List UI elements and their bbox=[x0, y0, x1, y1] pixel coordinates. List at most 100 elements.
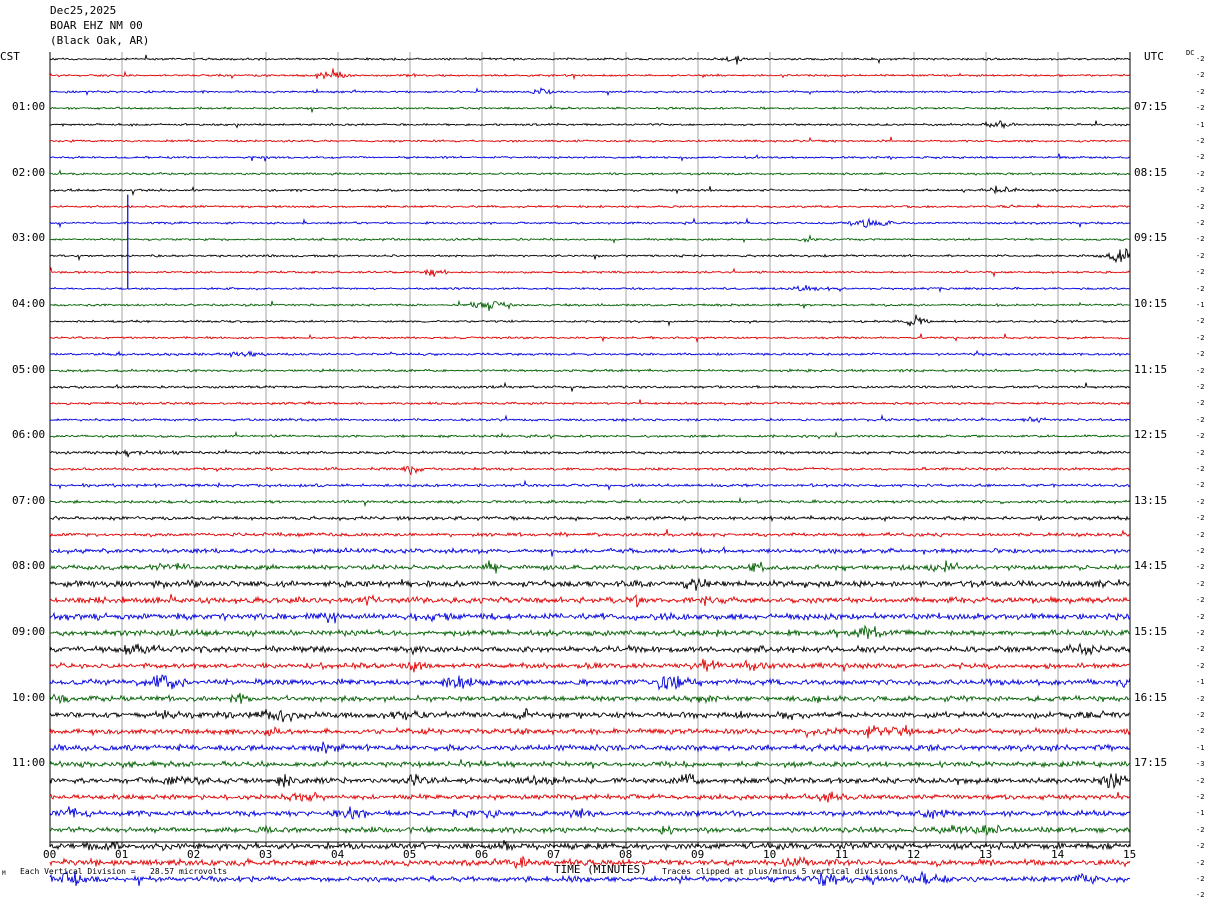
trace-line bbox=[49, 465, 1131, 476]
dc-offset-label: -2 bbox=[1196, 448, 1205, 457]
dc-offset-label: -2 bbox=[1196, 153, 1205, 162]
trace-line bbox=[49, 448, 1131, 458]
dc-offset-label: -2 bbox=[1196, 727, 1205, 736]
dc-offset-label: -2 bbox=[1196, 858, 1205, 867]
dc-offset-label: -2 bbox=[1196, 104, 1205, 113]
trace-line bbox=[49, 546, 1131, 557]
trace-line bbox=[49, 840, 1131, 852]
right-hour-label: 17:15 bbox=[1134, 756, 1168, 770]
trace-line bbox=[49, 430, 1131, 440]
left-hour-label: 11:00 bbox=[12, 756, 46, 770]
dc-offset-label: -2 bbox=[1196, 317, 1205, 326]
clip-note: Traces clipped at plus/minus 5 vertical … bbox=[662, 867, 899, 876]
dc-offset-label: -1 bbox=[1196, 743, 1205, 752]
trace-line bbox=[49, 855, 1131, 870]
trace-line bbox=[49, 169, 1131, 176]
dc-offset-label: -2 bbox=[1196, 842, 1205, 851]
dc-offset-label: -2 bbox=[1196, 366, 1205, 375]
dc-offset-label: -2 bbox=[1196, 514, 1205, 523]
dc-offset-label: -2 bbox=[1196, 629, 1205, 637]
x-tick-label: 00 bbox=[43, 848, 57, 861]
dc-offset-label: -2 bbox=[1196, 251, 1205, 260]
right-hour-label: 13:15 bbox=[1134, 493, 1168, 507]
dc-offset-label: -1 bbox=[1196, 301, 1205, 309]
left-hour-label: 01:00 bbox=[12, 100, 46, 114]
trace-line bbox=[49, 349, 1131, 359]
x-tick-label: 08 bbox=[619, 848, 633, 861]
dc-offset-label: -2 bbox=[1196, 481, 1205, 490]
trace-line bbox=[49, 824, 1131, 837]
trace-line bbox=[49, 593, 1131, 608]
dc-offset-label: -2 bbox=[1196, 497, 1205, 506]
dc-offset-label: -2 bbox=[1196, 645, 1205, 654]
trace-line bbox=[49, 185, 1131, 197]
trace-line bbox=[49, 741, 1131, 754]
trace-line bbox=[49, 479, 1131, 491]
trace-line bbox=[49, 692, 1131, 705]
dc-offset-label: -2 bbox=[1196, 137, 1205, 145]
left-hour-label: 10:00 bbox=[12, 690, 46, 704]
trace-line bbox=[49, 381, 1131, 392]
trace-line bbox=[49, 658, 1131, 673]
dc-offset-label: -3 bbox=[1196, 760, 1205, 769]
trace-line bbox=[49, 560, 1131, 574]
right-hour-label: 07:15 bbox=[1134, 100, 1168, 114]
trace-line bbox=[49, 759, 1131, 770]
x-tick-label: 15 bbox=[1123, 848, 1137, 861]
dc-offset-label: -2 bbox=[1196, 383, 1205, 391]
scale-note: Each Vertical Division = 28.57 microvolt… bbox=[20, 867, 228, 876]
trace-line bbox=[49, 284, 1130, 294]
dc-header: DC bbox=[1186, 49, 1195, 57]
dc-offset-label: -2 bbox=[1196, 186, 1205, 195]
left-hour-label: 02:00 bbox=[12, 165, 46, 179]
dc-offset-label: -2 bbox=[1196, 596, 1205, 605]
left-timezone: CST bbox=[0, 50, 20, 63]
trace-line bbox=[49, 806, 1131, 820]
x-tick-label: 12 bbox=[907, 848, 921, 861]
dc-offset-label: -2 bbox=[1196, 875, 1205, 883]
left-hour-label: 03:00 bbox=[12, 231, 46, 245]
trace-line bbox=[49, 496, 1131, 508]
x-tick-label: 04 bbox=[331, 848, 345, 861]
right-hour-label: 08:15 bbox=[1134, 165, 1168, 179]
trace-line bbox=[49, 870, 1130, 886]
dc-offset-label: -2 bbox=[1196, 891, 1205, 899]
dc-offset-label: -2 bbox=[1196, 399, 1205, 408]
dc-offset-label: -2 bbox=[1196, 579, 1205, 588]
trace-line bbox=[49, 86, 1131, 97]
dc-offset-label: -2 bbox=[1196, 793, 1205, 801]
dc-offset-label: -2 bbox=[1196, 547, 1205, 555]
right-hour-label: 09:15 bbox=[1134, 231, 1168, 245]
dc-offset-label: -2 bbox=[1196, 465, 1205, 473]
trace-line bbox=[49, 333, 1131, 344]
dc-offset-label: -2 bbox=[1196, 530, 1205, 539]
dc-offset-label: -2 bbox=[1196, 219, 1205, 227]
x-tick-label: 06 bbox=[475, 848, 489, 861]
dc-offset-label: -1 bbox=[1196, 120, 1205, 129]
trace-line bbox=[49, 153, 1131, 162]
dc-offset-label: -2 bbox=[1196, 563, 1205, 572]
dc-offset-label: -2 bbox=[1196, 612, 1205, 621]
trace-line bbox=[49, 266, 1131, 278]
left-hour-label: 07:00 bbox=[12, 493, 46, 507]
dc-offset-label: -1 bbox=[1196, 678, 1205, 687]
right-hour-label: 16:15 bbox=[1134, 690, 1168, 704]
left-hour-label: 09:00 bbox=[12, 625, 46, 638]
x-tick-label: 07 bbox=[547, 848, 561, 861]
trace-line bbox=[49, 611, 1131, 624]
trace-line bbox=[49, 54, 1131, 65]
dc-offset-label: -2 bbox=[1196, 284, 1205, 293]
x-tick-label: 01 bbox=[115, 848, 129, 861]
trace-line bbox=[49, 299, 1131, 311]
station-location: (Black Oak, AR) bbox=[50, 34, 150, 47]
dc-offset-label: -2 bbox=[1196, 87, 1205, 96]
right-timezone: UTC bbox=[1144, 50, 1164, 63]
dc-offset-label: -2 bbox=[1196, 776, 1205, 785]
x-tick-label: 02 bbox=[187, 848, 201, 861]
dc-offset-label: -2 bbox=[1196, 415, 1205, 424]
trace-line bbox=[49, 707, 1131, 723]
x-tick-label: 10 bbox=[763, 848, 777, 861]
dc-offset-label: -2 bbox=[1196, 661, 1205, 670]
trace-line bbox=[49, 314, 1131, 327]
right-hour-label: 11:15 bbox=[1134, 362, 1168, 376]
